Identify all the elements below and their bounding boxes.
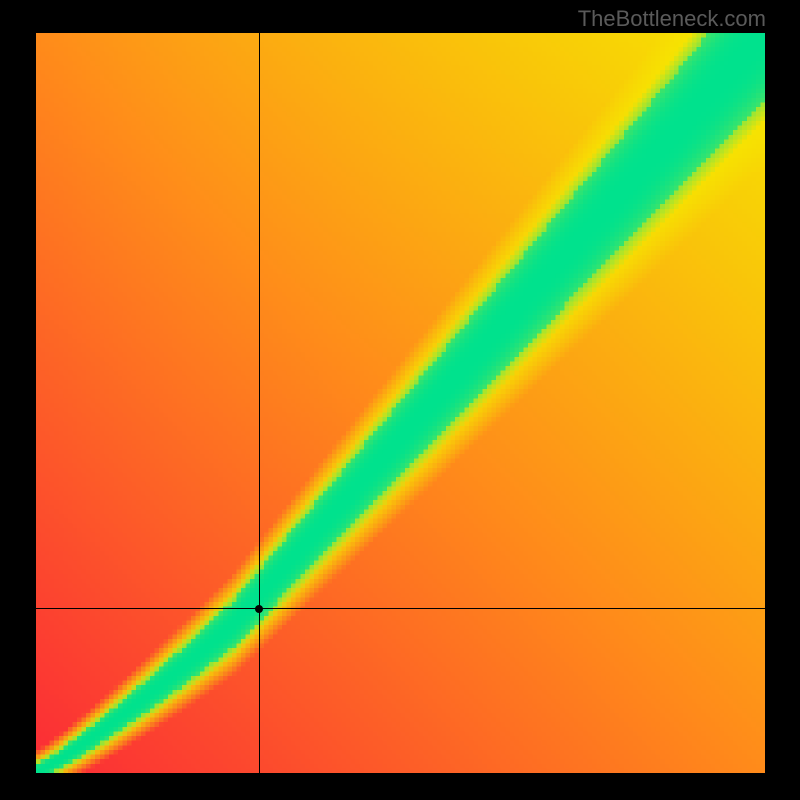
chart-container: { "type": "heatmap", "watermark": { "tex…: [0, 0, 800, 800]
crosshair-vertical: [259, 33, 260, 773]
watermark-text: TheBottleneck.com: [578, 6, 766, 32]
crosshair-horizontal: [36, 608, 765, 609]
bottleneck-heatmap: [36, 33, 765, 773]
data-point-marker: [255, 605, 263, 613]
